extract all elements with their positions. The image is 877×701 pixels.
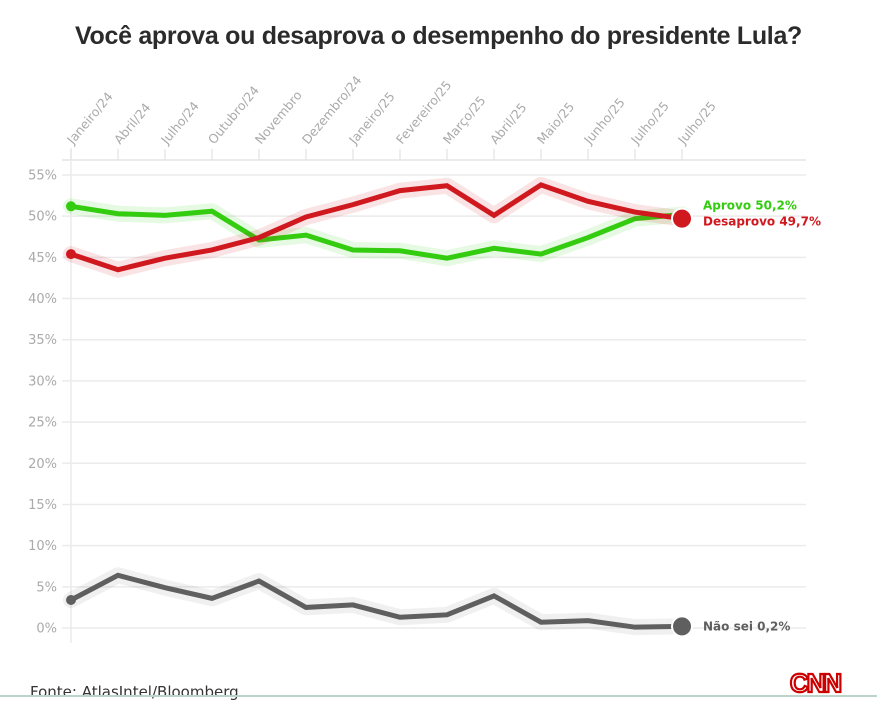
x-tick-label: Abril/24 [111, 100, 154, 147]
x-tick-label: Novembro [252, 88, 305, 147]
x-tick-label: Maio/25 [534, 99, 577, 147]
end-label-desaprovo: Desaprovo 49,7% [703, 215, 821, 229]
y-tick-label: 0% [36, 622, 57, 637]
start-point [66, 594, 76, 605]
x-tick-label: Junho/25 [580, 95, 628, 148]
y-tick-label: 5% [36, 580, 57, 595]
start-point [66, 201, 76, 212]
y-tick-label: 35% [28, 333, 57, 348]
y-tick-label: 20% [28, 457, 57, 472]
y-tick-label: 50% [28, 210, 57, 225]
series-line-desaprovo [70, 182, 683, 273]
x-tick-label: Março/25 [440, 93, 489, 147]
y-tick-label: 25% [28, 416, 57, 431]
end-label-n-o-sei: Não sei 0,2% [703, 619, 790, 633]
y-tick-label: 30% [28, 374, 57, 389]
end-point [671, 615, 693, 638]
chart-title: Você aprova ou desaprova o desempenho do… [74, 22, 803, 50]
end-label-aprovo: Aprovo 50,2% [703, 199, 797, 213]
x-tick-label: Julho/25 [627, 98, 672, 147]
x-tick-label: Julho/24 [157, 98, 202, 147]
y-tick-label: 40% [28, 292, 57, 307]
end-point [671, 207, 693, 230]
x-tick-label: Abril/25 [487, 100, 530, 147]
source-note: Fonte: AtlasIntel/Bloomberg [30, 683, 239, 701]
cnn-logo-text: CNN [790, 668, 842, 696]
start-point [66, 249, 76, 260]
y-tick-label: 55% [28, 169, 57, 184]
y-tick-label: 45% [28, 251, 57, 266]
y-axis: 0% 5% 10% 15% 20% 25% 30% 35% 40% 45% 50% 55% [28, 169, 57, 637]
end-labels: Aprovo 50,2% Desaprovo 49,7% Não sei 0,2% [671, 199, 821, 638]
series-line-n-o-sei [69, 572, 683, 630]
cnn-logo: CNN [789, 668, 845, 696]
y-tick-label: 10% [28, 539, 57, 554]
bottom-border [0, 695, 877, 697]
x-tick-label: Janeiro/25 [345, 89, 398, 148]
x-tick-label: Julho/25 [674, 98, 719, 147]
series-line-aprovo [70, 203, 683, 261]
y-tick-label: 15% [28, 498, 57, 513]
series-lines [63, 176, 690, 636]
x-tick-label: Janeiro/24 [63, 89, 116, 148]
